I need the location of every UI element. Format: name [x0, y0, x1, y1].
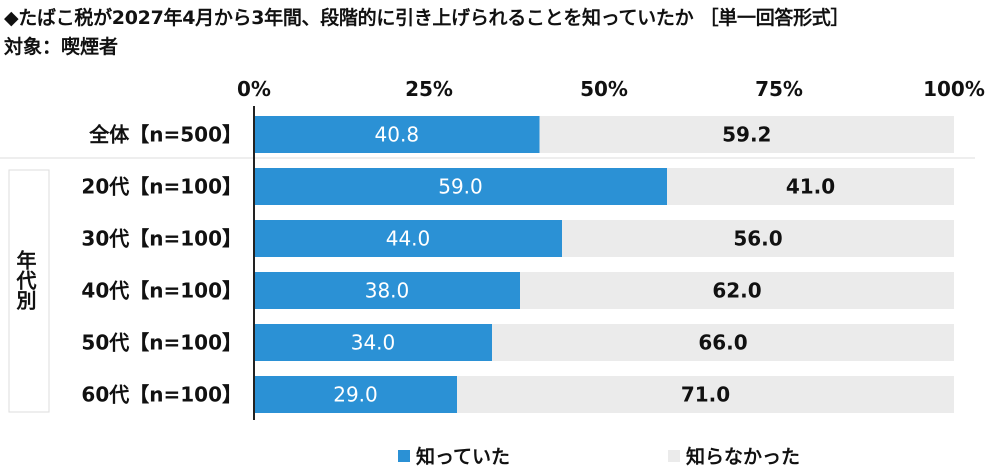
data-label: 62.0 — [712, 279, 761, 303]
legend-label-unknown: 知らなかった — [686, 446, 801, 468]
category-label: 40代【n=100】 — [81, 279, 242, 303]
bar-known — [254, 220, 562, 257]
data-label: 59.0 — [438, 175, 483, 199]
legend-swatch-known — [398, 449, 410, 462]
legend-item-known: 知っていた — [398, 442, 510, 469]
group-label-age: 年代別 — [13, 250, 37, 310]
legend-label-known: 知っていた — [416, 446, 511, 468]
category-label: 50代【n=100】 — [81, 331, 242, 355]
data-label: 38.0 — [365, 279, 410, 303]
data-label: 41.0 — [786, 175, 835, 199]
x-tick-label: 25% — [405, 77, 453, 101]
bar-unknown — [562, 220, 954, 257]
x-tick-label: 0% — [237, 77, 271, 101]
bar-known — [254, 376, 457, 413]
group-bracket — [8, 169, 50, 413]
bar-known — [254, 168, 667, 205]
bar-unknown — [492, 324, 954, 361]
bar-unknown — [520, 272, 954, 309]
data-label: 71.0 — [681, 383, 730, 407]
category-label: 20代【n=100】 — [81, 175, 242, 199]
data-label: 29.0 — [333, 383, 378, 407]
legend-swatch-unknown — [668, 449, 680, 462]
bar-unknown — [667, 168, 954, 205]
data-label: 59.2 — [722, 123, 771, 147]
x-tick-label: 75% — [755, 77, 803, 101]
category-label: 30代【n=100】 — [81, 227, 242, 251]
chart-title: ◆たばこ税が2027年4月から3年間、段階的に引き上げられることを知っていたか … — [4, 7, 850, 29]
data-label: 34.0 — [351, 331, 396, 355]
bar-unknown — [539, 116, 954, 153]
data-label: 40.8 — [375, 123, 420, 147]
bar-known — [254, 272, 520, 309]
category-label: 全体【n=500】 — [88, 123, 242, 147]
chart-subtitle: 対象：喫煙者 — [4, 36, 119, 58]
x-tick-label: 50% — [580, 77, 628, 101]
category-label: 60代【n=100】 — [81, 383, 242, 407]
data-label: 66.0 — [698, 331, 747, 355]
legend-item-unknown: 知らなかった — [668, 442, 800, 469]
data-label: 56.0 — [733, 227, 782, 251]
data-label: 44.0 — [386, 227, 431, 251]
bar-known — [254, 116, 540, 153]
bar-known — [254, 324, 492, 361]
bar-unknown — [457, 376, 954, 413]
x-tick-label: 100% — [923, 77, 985, 101]
